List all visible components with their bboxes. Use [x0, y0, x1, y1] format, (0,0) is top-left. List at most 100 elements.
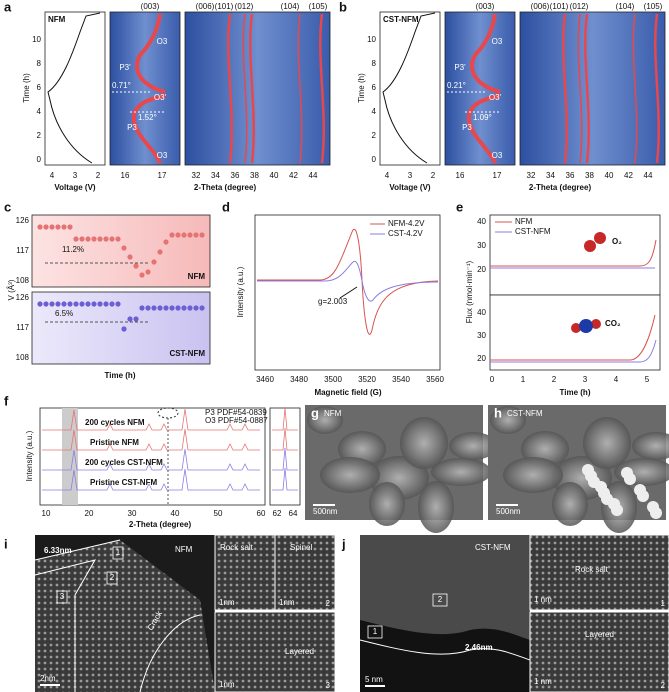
plot-frame: [489, 214, 661, 296]
volume-point: [103, 301, 109, 307]
x-tick-label: 4: [385, 171, 390, 180]
molecule: [594, 232, 606, 244]
x-axis-title: Voltage (V): [389, 183, 431, 192]
peak-streak: [577, 13, 583, 164]
x-tick-label: 3520: [358, 375, 376, 384]
x-tick-label: 3: [73, 171, 78, 180]
volume-point: [49, 301, 55, 307]
scale-label: 1nm: [279, 598, 295, 607]
y-tick-label: 6: [37, 83, 42, 92]
hkl-label: (003): [141, 2, 160, 11]
thickness-label: 6.33nm: [44, 546, 72, 555]
hkl-label: (006): [196, 2, 215, 11]
legend-label: NFM: [515, 217, 533, 226]
volume-point: [157, 305, 163, 311]
x-tick-label: 17: [493, 171, 502, 180]
x-tick-label: 4: [50, 171, 55, 180]
xrd-trace: [272, 407, 298, 431]
legend-label: CST-NFM: [515, 227, 551, 236]
particle: [490, 406, 526, 434]
hkl-label: (006): [531, 2, 550, 11]
hkl-label: (105): [309, 2, 328, 11]
volume-point: [199, 305, 205, 311]
peak-streak: [227, 13, 233, 164]
x-tick-label: 16: [456, 171, 465, 180]
angle-label: 1.52°: [138, 113, 157, 122]
hkl-label: (104): [616, 2, 635, 11]
scale-label: 1 nm: [534, 677, 552, 686]
x-tick-label: 34: [211, 171, 220, 180]
y-tick-label: 4: [37, 107, 42, 116]
x-axis-title: Time (h): [560, 388, 591, 397]
volume-point: [61, 301, 67, 307]
hrtem-inset: [214, 534, 276, 611]
phase-label: Rock salt: [575, 565, 609, 574]
heatmap: [109, 11, 181, 166]
spectrum-curve: [257, 260, 439, 302]
xrd-trace: [42, 468, 260, 491]
volume-point: [187, 305, 193, 311]
trace-label: 200 cycles CST-NFM: [85, 458, 163, 467]
region-box: [432, 593, 448, 607]
phase-label: Layered: [585, 630, 614, 639]
nanoparticle: [650, 507, 662, 519]
panel-label: d: [222, 199, 230, 214]
volume-point: [127, 316, 133, 322]
x-tick-label: 40: [270, 171, 279, 180]
phase-label: O3: [492, 151, 503, 160]
volume-point: [175, 232, 181, 238]
volume-point: [145, 305, 151, 311]
trace-label: 200 cycles NFM: [85, 418, 145, 427]
sample-label: CST-NFM: [169, 349, 205, 358]
nanoparticle: [601, 493, 613, 505]
x-axis-title: 2-Theta (degree): [194, 183, 257, 192]
x-tick-label: 2: [431, 171, 436, 180]
y-tick-label: 117: [16, 246, 29, 255]
peak-streak: [584, 13, 590, 164]
x-tick-label: 3540: [392, 375, 410, 384]
volume-point: [67, 224, 73, 230]
peak-streak: [470, 13, 501, 94]
x-tick-label: 10: [42, 509, 51, 518]
volume-point: [43, 224, 49, 230]
panel-label: g: [311, 405, 319, 420]
phase-label: P3': [119, 63, 131, 72]
particle: [503, 457, 563, 493]
volume-point: [37, 301, 43, 307]
volume-point: [97, 301, 103, 307]
particle: [307, 406, 343, 434]
x-tick-label: 38: [585, 171, 594, 180]
y-tick-label: 40: [477, 217, 486, 226]
y-axis-title: Time (h): [357, 73, 366, 103]
flux-curve: [490, 339, 657, 363]
volume-point: [67, 301, 73, 307]
hrtem-inset: [529, 611, 669, 692]
region-label: 2: [110, 573, 115, 582]
volume-point: [121, 326, 127, 332]
volume-point: [163, 239, 169, 245]
x-tick-label: 62: [273, 509, 282, 518]
volume-point: [169, 305, 175, 311]
volume-point: [157, 249, 163, 255]
molecule: [584, 240, 596, 252]
peak-streak: [249, 13, 255, 164]
x-tick-label: 50: [214, 509, 223, 518]
panel-label: e: [456, 199, 463, 214]
y-tick-label: 108: [16, 353, 30, 362]
sample-label: CST-NFM: [475, 543, 511, 552]
y-tick-label: 126: [16, 216, 30, 225]
y-tick-label: 30: [477, 241, 486, 250]
x-tick-label: 5: [645, 375, 650, 384]
volume-point: [133, 263, 139, 269]
region-box: [106, 571, 118, 585]
region-box: [56, 590, 68, 604]
change-label: 11.2%: [62, 245, 84, 254]
hkl-label: (104): [281, 2, 300, 11]
phase-label: O3': [154, 93, 167, 102]
x-tick-label: 16: [121, 171, 130, 180]
boundary: [34, 539, 121, 561]
x-tick-label: 44: [309, 171, 318, 180]
sample-label: NFM: [324, 409, 342, 418]
x-axis-title: Time (h): [105, 371, 136, 380]
gas-label: O₂: [612, 237, 622, 246]
